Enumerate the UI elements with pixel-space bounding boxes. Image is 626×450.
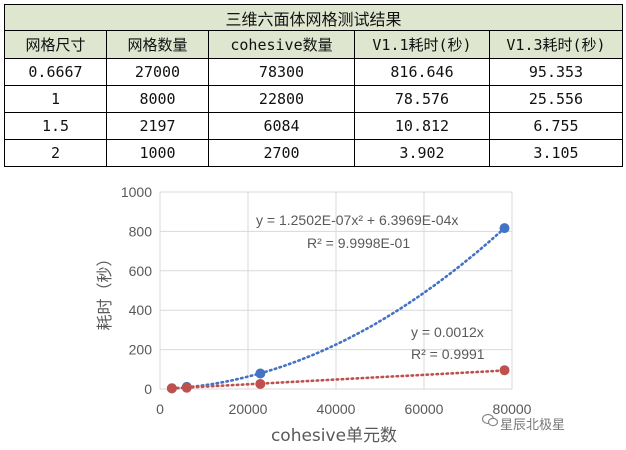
y-tick-label: 200 xyxy=(129,342,153,358)
trendline-series-2 xyxy=(170,369,506,390)
x-tick-label: 40000 xyxy=(317,401,356,417)
table-row: 1 8000 22800 78.576 25.556 xyxy=(4,85,623,113)
x-tick-label: 60000 xyxy=(405,401,444,417)
y-tick-label: 600 xyxy=(129,263,153,279)
watermark: 星辰北极星 xyxy=(500,418,566,433)
data-point-series-2 xyxy=(255,378,266,389)
timing-chart: 0 200 400 600 800 1000 0 20000 40000 60000 80000 co… xyxy=(95,184,532,446)
table-cell: 816.646 xyxy=(354,58,490,86)
table-cell: 6.755 xyxy=(489,112,623,140)
table-cell: 22800 xyxy=(208,85,355,113)
table-row: 1.5 2197 6084 10.812 6.755 xyxy=(4,112,623,140)
data-point-series-1 xyxy=(499,223,510,234)
table-cell: 1 xyxy=(4,85,107,113)
y-tick-label: 1000 xyxy=(121,184,152,200)
header-mesh-size: 网格尺寸 xyxy=(4,30,107,59)
table-cell: 27000 xyxy=(106,58,209,86)
x-tick-label: 0 xyxy=(156,401,164,417)
table-row: 2 1000 2700 3.902 3.105 xyxy=(4,139,623,167)
y-tick-label: 400 xyxy=(129,302,153,318)
header-mesh-count: 网格数量 xyxy=(106,30,209,59)
header-cohesive-count: cohesive数量 xyxy=(208,30,355,59)
table-cell: 1.5 xyxy=(4,112,107,140)
y-axis-title: 耗时（秒） xyxy=(95,250,114,330)
trendline-equation: y = 0.0012x xyxy=(411,324,484,340)
trendline-equation: y = 1.2502E-07x² + 6.3969E-04x xyxy=(256,212,458,228)
x-tick-label: 80000 xyxy=(493,401,532,417)
trendline-r-squared: R² = 0.9991 xyxy=(411,346,485,362)
results-table: 三维六面体网格测试结果 网格尺寸 网格数量 cohesive数量 V1.1耗时(… xyxy=(4,4,623,167)
header-v11-time: V1.1耗时(秒) xyxy=(354,30,490,59)
table-cell: 95.353 xyxy=(489,58,623,86)
data-point-series-2 xyxy=(499,365,510,376)
table-cell: 10.812 xyxy=(354,112,490,140)
table-cell: 2700 xyxy=(208,139,355,167)
y-tick-label: 0 xyxy=(144,381,152,397)
data-point-series-2 xyxy=(166,383,177,394)
table-cell: 3.105 xyxy=(489,139,623,167)
table-cell: 78.576 xyxy=(354,85,490,113)
x-axis-title: cohesive单元数 xyxy=(271,426,397,446)
trendline-r-squared: R² = 9.9998E-01 xyxy=(307,235,410,251)
data-point-series-2 xyxy=(181,382,192,393)
table-cell: 8000 xyxy=(106,85,209,113)
table-cell: 78300 xyxy=(208,58,355,86)
trendline-series-1 xyxy=(170,226,506,390)
y-tick-label: 800 xyxy=(129,223,153,239)
table-title: 三维六面体网格测试结果 xyxy=(4,4,623,31)
table-cell: 6084 xyxy=(208,112,355,140)
data-point-series-1 xyxy=(255,368,266,379)
x-tick-label: 20000 xyxy=(229,401,268,417)
table-cell: 2 xyxy=(4,139,107,167)
table-cell: 0.6667 xyxy=(4,58,107,86)
table-cell: 2197 xyxy=(106,112,209,140)
table-cell: 3.902 xyxy=(354,139,490,167)
wechat-icon xyxy=(482,413,498,427)
table-row: 0.6667 27000 78300 816.646 95.353 xyxy=(4,58,623,86)
table-cell: 25.556 xyxy=(489,85,623,113)
table-cell: 1000 xyxy=(106,139,209,167)
header-v13-time: V1.3耗时(秒) xyxy=(489,30,623,59)
